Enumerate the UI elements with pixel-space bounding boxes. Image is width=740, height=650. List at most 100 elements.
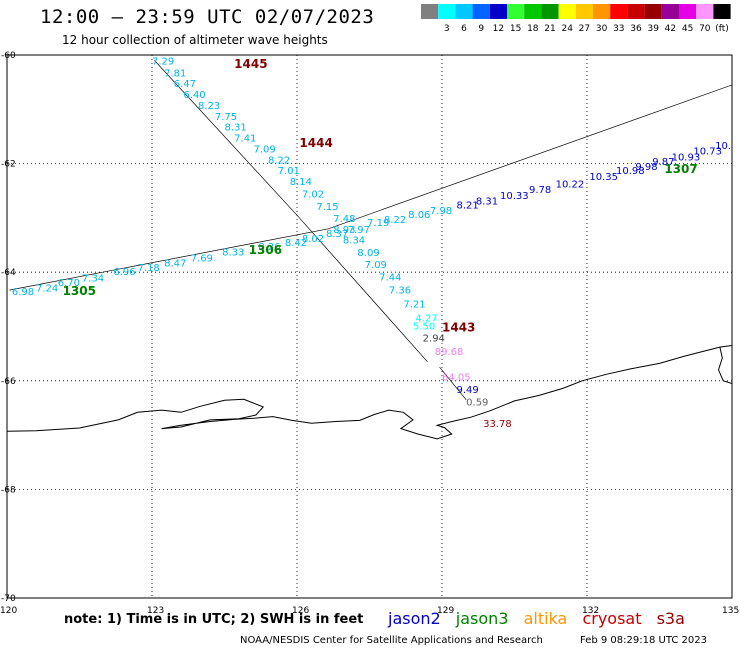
satellite-track	[9, 84, 732, 291]
lon-tick-label: 123	[147, 606, 164, 616]
lat-tick-label: -68	[1, 485, 16, 495]
wave-height-label: 7.36	[389, 286, 411, 297]
scale-label: (ft)	[715, 24, 729, 34]
scale-swatch	[524, 4, 542, 19]
wave-height-label: 7.19	[367, 218, 389, 229]
wave-height-label: 8.26	[258, 242, 280, 253]
color-scale-legend: 3 6 9 12 15 18 21 24 27 30 33 36 39 42 45 70 (ft)	[421, 4, 731, 34]
graticule: 120 123 126 129 132 135 -60 -62 -64 -66 -68 -70	[0, 51, 739, 616]
scale-label: 12	[493, 24, 504, 34]
wave-height-label: 7.34	[82, 274, 104, 285]
wave-height-label: 6.47	[174, 79, 196, 90]
scale-swatch	[627, 4, 645, 19]
wave-height-label: 10.98	[715, 141, 740, 152]
pass-time-label: 1306	[249, 243, 282, 257]
scale-label: 70	[699, 24, 711, 34]
wave-height-label: 7.21	[403, 300, 425, 311]
coastline	[7, 345, 732, 440]
wave-height-label: 8.33	[222, 248, 244, 259]
scale-label: 36	[630, 24, 642, 34]
page-subtitle: 12 hour collection of altimeter wave hei…	[62, 33, 328, 47]
wave-height-label: 33.78	[483, 419, 512, 430]
footer-timestamp: Feb 9 08:29:18 UTC 2023	[580, 635, 707, 646]
scale-swatch	[421, 4, 439, 19]
wave-height-label: 10.22	[556, 180, 585, 191]
footer-credit: NOAA/NESDIS Center for Satellite Applica…	[240, 635, 543, 646]
sat-s3a: s3a	[656, 609, 685, 628]
scale-swatch	[489, 4, 507, 19]
wave-height-label: 7.48	[333, 214, 355, 225]
scale-swatch	[558, 4, 576, 19]
pass-time-label: 1305	[63, 284, 96, 298]
scale-label: 27	[579, 24, 590, 34]
satellite-track	[154, 60, 428, 363]
wave-height-label: 9.98	[635, 162, 657, 173]
page-title: 12:00 — 23:59 UTC 02/07/2023	[40, 6, 375, 28]
wave-height-label: 7.29	[152, 56, 174, 67]
pass-time-label: 1445	[234, 57, 267, 71]
wave-height-label: 64.05	[442, 372, 471, 383]
scale-swatch	[713, 4, 731, 19]
wave-height-label: 10.73	[693, 147, 722, 158]
coastline-spur	[717, 346, 732, 384]
wave-height-label: 8.31	[476, 197, 498, 208]
sat-jason3: jason3	[455, 609, 509, 628]
wave-height-label: 9.49	[457, 385, 479, 396]
scale-label: 24	[561, 24, 573, 34]
pass-time-label: 1443	[442, 321, 475, 335]
lat-tick-label: -66	[1, 377, 16, 387]
scale-swatch	[455, 4, 473, 19]
wave-height-label: 6.70	[58, 278, 80, 289]
footer-note: note: 1) Time is in UTC; 2) SWH is in fe…	[64, 612, 364, 627]
wave-height-label: 9.78	[529, 185, 551, 196]
wave-height-label: 7.44	[379, 273, 401, 284]
scale-label: 42	[665, 24, 676, 34]
plot-layer: 6.98 7.24 6.70 7.34 6.96 7.18 8.47 7.69 8.33 8.26…	[7, 56, 740, 440]
wave-height-label: 7.81	[164, 68, 186, 79]
wave-height-label: 4.27	[415, 313, 437, 324]
map-frame	[6, 54, 733, 599]
lat-tick-label: -60	[1, 51, 16, 61]
scale-swatch	[438, 4, 456, 19]
lat-tick-label: -70	[1, 594, 16, 604]
wave-height-label: 8.02	[302, 234, 324, 245]
wave-height-label: 7.15	[316, 202, 338, 213]
wave-height-label: 8.06	[408, 210, 430, 221]
wave-height-label: 7.18	[138, 263, 160, 274]
lon-tick-label: 132	[582, 606, 599, 616]
scale-swatch	[575, 4, 593, 19]
wave-height-label: 10.33	[500, 191, 529, 202]
wave-height-label: 6.98	[12, 287, 34, 298]
pass-time-label: 1307	[664, 162, 697, 176]
wave-height-label: 7.98	[430, 206, 452, 217]
scale-swatch	[644, 4, 662, 19]
scale-swatch	[593, 4, 611, 19]
scale-label: 30	[596, 24, 608, 34]
wave-height-label: 8.21	[457, 200, 479, 211]
wave-height-label: 8.22	[384, 215, 406, 226]
wave-height-label: 8.31	[225, 123, 247, 134]
wave-height-label: 7.69	[191, 254, 213, 265]
wave-height-label: 8.34	[343, 236, 365, 247]
sat-jason2: jason2	[388, 609, 441, 628]
satellite-track	[439, 366, 467, 401]
sat-altika: altika	[523, 609, 568, 628]
scale-swatch	[610, 4, 628, 19]
scale-label: 9	[478, 24, 484, 34]
scale-swatch	[541, 4, 559, 19]
scale-label: 3	[444, 24, 450, 34]
wave-height-label: 7.41	[234, 134, 256, 145]
wave-height-label: 9.87	[652, 157, 674, 168]
wave-height-label: 8.23	[198, 101, 220, 112]
lon-tick-label: 135	[722, 606, 739, 616]
wave-height-label: 10.98	[616, 166, 645, 177]
wave-height-label: 8.47	[164, 258, 186, 269]
wave-height-label: 8.14	[290, 177, 312, 188]
wave-height-label: 8.42	[285, 238, 307, 249]
satellite-legend: jason2 jason3 altika cryosat s3a	[388, 609, 695, 628]
wave-height-label: 7.01	[278, 166, 300, 177]
lon-tick-label: 120	[0, 606, 17, 616]
wave-height-label: 7.97	[348, 225, 370, 236]
scale-label: 45	[682, 24, 693, 34]
scale-swatch	[696, 4, 714, 19]
